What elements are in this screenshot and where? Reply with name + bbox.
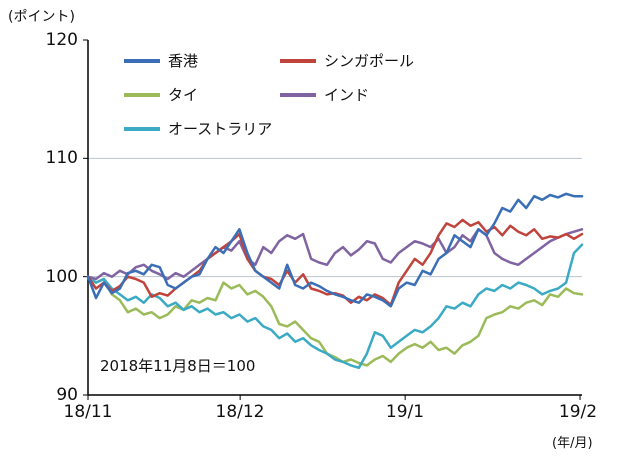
legend-item-india: インド [280, 84, 414, 105]
x-tick-19-2: 19/2 [558, 402, 598, 422]
legend: 香港 シンガポール タイ インド オーストラリア [124, 50, 414, 139]
legend-item-hongkong: 香港 [124, 50, 280, 71]
legend-item-thailand: タイ [124, 84, 280, 105]
legend-label: タイ [168, 86, 199, 104]
legend-line-marker [124, 92, 160, 97]
y-tick-90: 90 [56, 385, 78, 405]
legend-line-marker [124, 58, 160, 63]
x-tick-18-11: 18/11 [63, 402, 113, 422]
x-tick-18-12: 18/12 [215, 402, 265, 422]
x-tick-19-1: 19/1 [385, 402, 425, 422]
x-axis-unit-label: (年/月) [552, 436, 593, 451]
y-tick-120: 120 [45, 30, 78, 50]
baseline-annotation: 2018年11月8日＝100 [100, 357, 256, 375]
y-tick-100: 100 [45, 267, 78, 287]
y-axis-unit-label: (ポイント) [8, 9, 75, 25]
y-tick-110: 110 [45, 148, 78, 168]
legend-line-marker [124, 126, 160, 131]
legend-line-marker [280, 92, 316, 97]
legend-label: インド [324, 86, 370, 104]
legend-line-marker [280, 58, 316, 63]
legend-item-singapore: シンガポール [280, 50, 414, 71]
legend-label: 香港 [168, 52, 199, 70]
legend-label: シンガポール [324, 52, 415, 70]
legend-label: オーストラリア [168, 120, 273, 138]
legend-item-australia: オーストラリア [124, 118, 280, 139]
